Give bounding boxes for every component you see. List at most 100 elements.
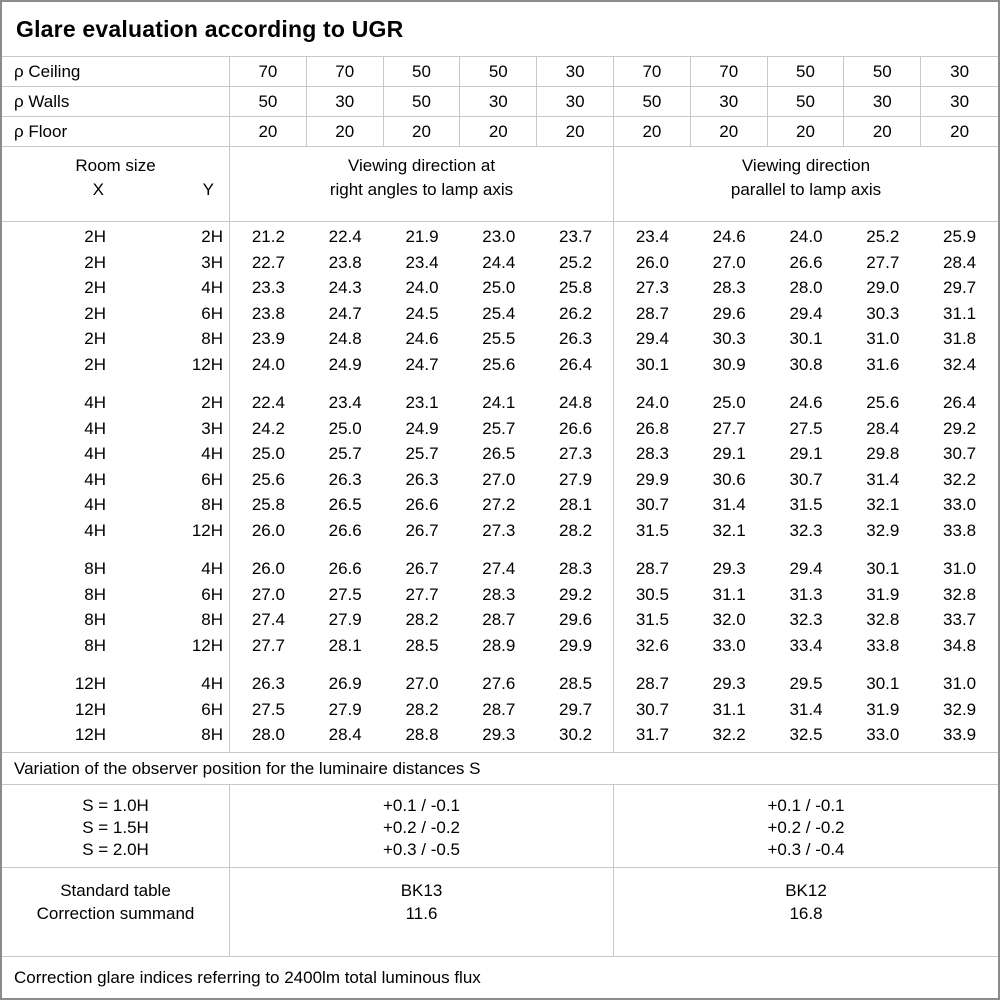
ugr-value: 26.0 (251, 559, 285, 578)
room-x-value: 12H (74, 674, 106, 693)
reflectance-value: 20 (950, 121, 970, 141)
reflectance-value: 50 (844, 57, 922, 86)
ugr-value: 24.7 (405, 354, 439, 374)
ugr-value: 27.7 (405, 584, 439, 604)
ugr-value: 31.1 (712, 699, 746, 719)
ugr-value: 28.3 (712, 278, 746, 297)
ugr-value: 27.3 (559, 444, 593, 463)
ugr-value: 32.8 (943, 584, 977, 604)
variation-value: +0.1 / -0.1 (382, 796, 461, 815)
room-x-value: 12H (74, 725, 106, 744)
reflectance-value: 30 (691, 87, 768, 116)
ugr-value: 33.0 (712, 635, 746, 655)
ugr-value: 31.5 (635, 520, 669, 540)
ugr-value: 28.1 (559, 495, 593, 514)
ugr-value: 27.9 (559, 469, 593, 489)
column-divider (613, 222, 614, 752)
ugr-value: 28.4 (328, 725, 362, 744)
variation-value: +0.1 / -0.1 (767, 796, 845, 815)
ugr-value: 29.0 (866, 278, 900, 297)
ugr-value: 25.0 (712, 393, 746, 412)
ugr-row: 8H 8H 27.4 27.9 28.2 28.7 29.6 31.5 32.0 32.3 32.8… (2, 607, 998, 633)
ugr-value: 28.9 (482, 635, 516, 655)
ugr-row: 4H 12H 26.0 26.6 26.7 27.3 28.2 31.5 32.1 32.3 32.… (2, 518, 998, 544)
ugr-value: 32.2 (712, 725, 746, 744)
ugr-row: 4H 3H 24.2 25.0 24.9 25.7 26.6 26.8 27.7 27.5 28.4… (2, 416, 998, 442)
ugr-value: 21.2 (251, 227, 285, 246)
heading-line: Viewing direction (741, 156, 871, 175)
ugr-value: 26.7 (405, 559, 439, 578)
room-x-value: 8H (84, 635, 106, 655)
ugr-value: 28.7 (482, 699, 516, 719)
ugr-value: 29.9 (559, 635, 593, 655)
ugr-value: 29.3 (482, 725, 516, 744)
ugr-value: 27.9 (328, 610, 362, 629)
reflectance-label: ρ Ceiling (2, 57, 230, 86)
ugr-row: 12H 6H 27.5 27.9 28.2 28.7 29.7 30.7 31.1 31.4 31.… (2, 697, 998, 723)
footer-note: Correction glare indices referring to 24… (14, 967, 481, 987)
ugr-value: 30.7 (635, 495, 669, 514)
ugr-value: 28.2 (405, 699, 439, 719)
ugr-value: 26.3 (251, 674, 285, 693)
ugr-value: 27.7 (251, 635, 285, 655)
reflectance-value: 20 (691, 117, 768, 146)
ugr-value: 31.3 (789, 584, 823, 604)
heading-line: right angles to lamp axis (329, 180, 514, 199)
ugr-value: 26.3 (405, 469, 439, 489)
ugr-value: 25.4 (482, 303, 516, 323)
ugr-value: 28.7 (635, 303, 669, 323)
viewing-direction-parallel-header: Viewing direction parallel to lamp axis (614, 147, 998, 221)
ugr-value: 30.3 (712, 329, 746, 348)
ugr-value: 24.6 (789, 393, 823, 412)
reflectance-value: 20 (614, 117, 691, 146)
ugr-value: 30.1 (866, 674, 900, 693)
ugr-value: 25.9 (943, 227, 977, 246)
room-y-value: 3H (201, 418, 223, 438)
ugr-value: 26.9 (328, 674, 362, 693)
variation-note: Variation of the observer position for t… (2, 753, 998, 785)
reflectance-value: 30 (537, 87, 614, 116)
ugr-value: 25.7 (482, 418, 516, 438)
summary-label: Correction summand (36, 904, 195, 923)
ugr-value: 28.4 (943, 252, 977, 272)
room-size-group: 2H 2H 21.2 22.4 21.9 23.0 23.7 23.4 24.6 24.0 25.2… (2, 224, 998, 377)
ugr-value: 25.8 (559, 278, 593, 297)
reflectance-value: 30 (844, 87, 922, 116)
ugr-value: 29.1 (712, 444, 746, 463)
room-x-value: 4H (84, 495, 106, 514)
ugr-value: 29.6 (559, 610, 593, 629)
ugr-row: 2H 3H 22.7 23.8 23.4 24.4 25.2 26.0 27.0 26.6 27.7… (2, 250, 998, 276)
ugr-value: 30.2 (559, 725, 593, 744)
reflectance-value: 30 (950, 61, 970, 81)
standard-table-value: BK12 (785, 881, 827, 900)
ugr-value: 28.3 (482, 584, 516, 604)
room-y-value: 4H (201, 278, 223, 297)
room-y-value: 6H (201, 303, 223, 323)
ugr-value: 24.0 (789, 227, 823, 246)
ugr-value: 26.5 (482, 444, 516, 463)
ugr-value: 30.5 (635, 584, 669, 604)
ugr-value: 30.7 (789, 469, 823, 489)
reflectance-value: 70 (307, 57, 384, 86)
ugr-value: 26.6 (559, 418, 593, 438)
ugr-value: 26.6 (328, 520, 362, 540)
reflectance-value: 50 (384, 87, 461, 116)
ugr-value: 33.4 (789, 635, 823, 655)
ugr-value: 26.0 (251, 520, 285, 540)
ugr-value: 30.6 (712, 469, 746, 489)
room-x-value: 8H (84, 584, 106, 604)
ugr-value: 29.9 (635, 469, 669, 489)
ugr-value: 29.7 (559, 699, 593, 719)
ugr-value: 25.6 (482, 354, 516, 374)
reflectance-value: 50 (384, 57, 461, 86)
room-x-value: 4H (84, 393, 106, 412)
ugr-value: 28.2 (405, 610, 439, 629)
ugr-value: 26.6 (789, 252, 823, 272)
room-y-value: 8H (201, 725, 223, 744)
ugr-value: 30.1 (866, 559, 900, 578)
room-y-value: 8H (201, 495, 223, 514)
reflectance-row: ρ Ceiling 70 70 50 50 30 70 70 50 50 30 (2, 57, 998, 87)
table-header: Room size X Y Viewing direction at right… (2, 147, 998, 222)
ugr-value: 27.9 (328, 699, 362, 719)
